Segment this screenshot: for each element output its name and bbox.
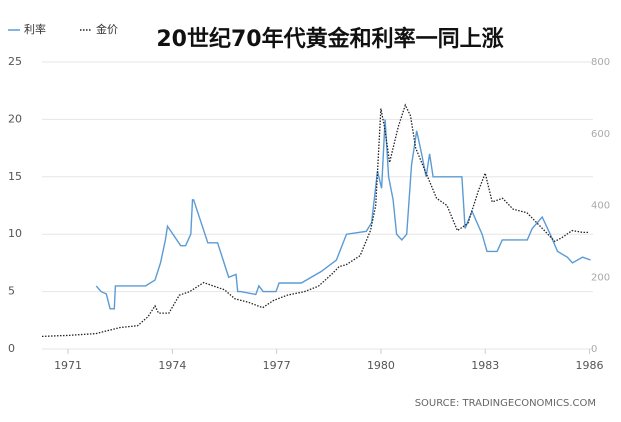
series-line	[41, 103, 590, 338]
legend-label: 金价	[96, 22, 118, 36]
y2-tick-label: 200	[591, 272, 610, 283]
y-tick-label: 15	[8, 170, 22, 183]
y-tick-label: 25	[8, 55, 22, 68]
x-tick-label: 1980	[367, 359, 395, 372]
y-tick-label: 0	[8, 342, 15, 355]
y2-tick-label: 400	[591, 201, 610, 212]
y-tick-label: 10	[8, 227, 22, 240]
series-line	[95, 119, 591, 310]
y-tick-label: 20	[8, 112, 22, 125]
x-tick-label: 1971	[54, 359, 82, 372]
y2-tick-label: 0	[591, 344, 597, 355]
x-tick-label: 1986	[576, 359, 604, 372]
x-tick-label: 1977	[263, 359, 291, 372]
chart-title: 20世纪70年代黄金和利率一同上涨	[156, 26, 503, 52]
y2-tick-label: 600	[591, 129, 610, 140]
y2-tick-label: 800	[591, 57, 610, 68]
legend-label: 利率	[24, 22, 46, 36]
x-tick-label: 1974	[158, 359, 186, 372]
source: SOURCE: TRADINGECONOMICS.COM	[415, 398, 596, 409]
y-tick-label: 5	[8, 285, 15, 298]
x-tick-label: 1983	[471, 359, 499, 372]
